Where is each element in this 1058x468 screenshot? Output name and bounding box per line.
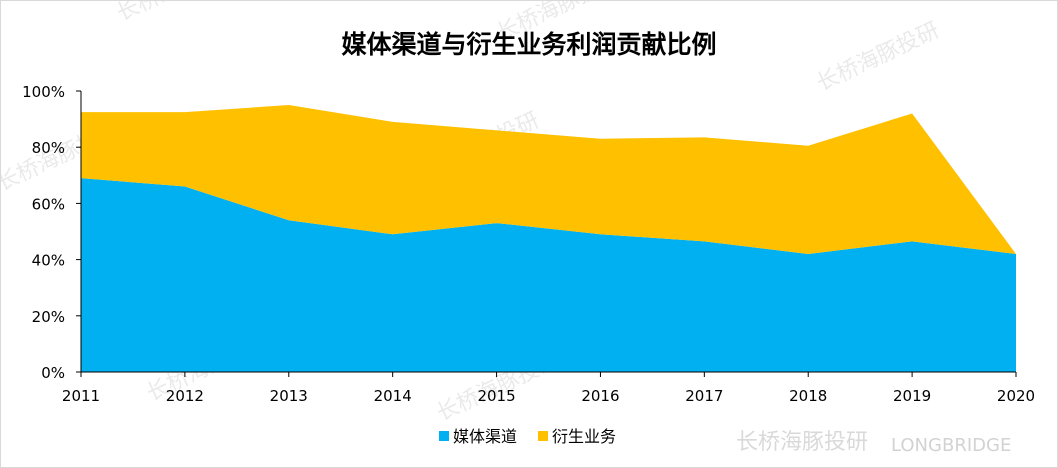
x-tick-label: 2012 (166, 387, 204, 405)
y-tick-label: 100% (22, 83, 65, 101)
x-tick-label: 2015 (477, 387, 515, 405)
legend-swatch-1 (538, 431, 548, 441)
watermark-text: 长桥海豚投研 (813, 18, 943, 96)
legend-label-0: 媒体渠道 (453, 427, 517, 446)
y-tick-label: 0% (41, 364, 65, 382)
legend: 媒体渠道 衍生业务 (439, 427, 616, 446)
chart-title: 媒体渠道与衍生业务利润贡献比例 (341, 30, 716, 59)
area-series-0 (81, 178, 1016, 372)
x-tick-label: 2019 (893, 387, 931, 405)
x-tick-label: 2014 (374, 387, 412, 405)
x-tick-label: 2018 (789, 387, 827, 405)
y-tick-label: 20% (32, 308, 65, 326)
y-tick-label: 40% (32, 252, 65, 270)
y-tick-label: 60% (32, 195, 65, 213)
x-axis: 2011 2012 2013 2014 2015 2016 2017 2018 2019 2020 (62, 371, 1035, 405)
plot-areas (81, 105, 1016, 372)
watermark-logo-text-cn: 长桥海豚投研 (736, 430, 868, 455)
x-tick-label: 2013 (270, 387, 308, 405)
y-tick-label: 80% (32, 139, 65, 157)
x-tick-label: 2020 (997, 387, 1035, 405)
watermark-text: 长桥海豚投研 (113, 1, 243, 26)
watermark-logo-text: LONGBRIDGE (891, 435, 1011, 456)
legend-swatch-0 (439, 431, 449, 441)
area-series-1 (81, 105, 1016, 254)
y-axis: 0% 20% 40% 60% 80% 100% (22, 83, 82, 382)
x-tick-label: 2011 (62, 387, 100, 405)
legend-label-1: 衍生业务 (552, 427, 616, 446)
x-tick-label: 2016 (581, 387, 619, 405)
x-tick-label: 2017 (685, 387, 723, 405)
